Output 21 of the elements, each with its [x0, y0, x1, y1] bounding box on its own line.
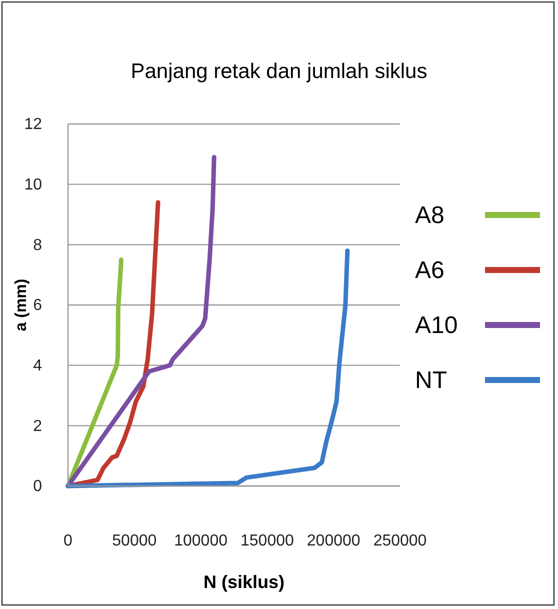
chart-title: Panjang retak dan jumlah siklus [130, 60, 428, 83]
legend-label: A10 [415, 312, 458, 339]
legend-label: A8 [415, 202, 444, 229]
y-tick-label: 12 [24, 116, 42, 134]
y-tick-label: 10 [24, 176, 42, 194]
line-series [66, 248, 350, 488]
y-tick-label: 0 [33, 478, 42, 496]
x-axis-title: N (siklus) [203, 572, 285, 592]
x-tick-label: 50000 [112, 532, 157, 550]
y-axis-title: a (mm) [13, 278, 30, 332]
x-tick-label: 200000 [306, 532, 360, 550]
x-tick-label: 150000 [240, 532, 294, 550]
x-tick-label: 100000 [174, 532, 228, 550]
y-tick-label: 8 [33, 236, 42, 254]
legend-label: NT [415, 367, 448, 394]
x-tick-label: 250000 [373, 532, 427, 550]
y-tick-label: 2 [33, 418, 42, 435]
y-tick-label: 6 [33, 297, 42, 314]
x-tick-label: 0 [64, 532, 73, 550]
y-tick-label: 4 [33, 357, 42, 374]
legend-label: A6 [415, 257, 444, 284]
